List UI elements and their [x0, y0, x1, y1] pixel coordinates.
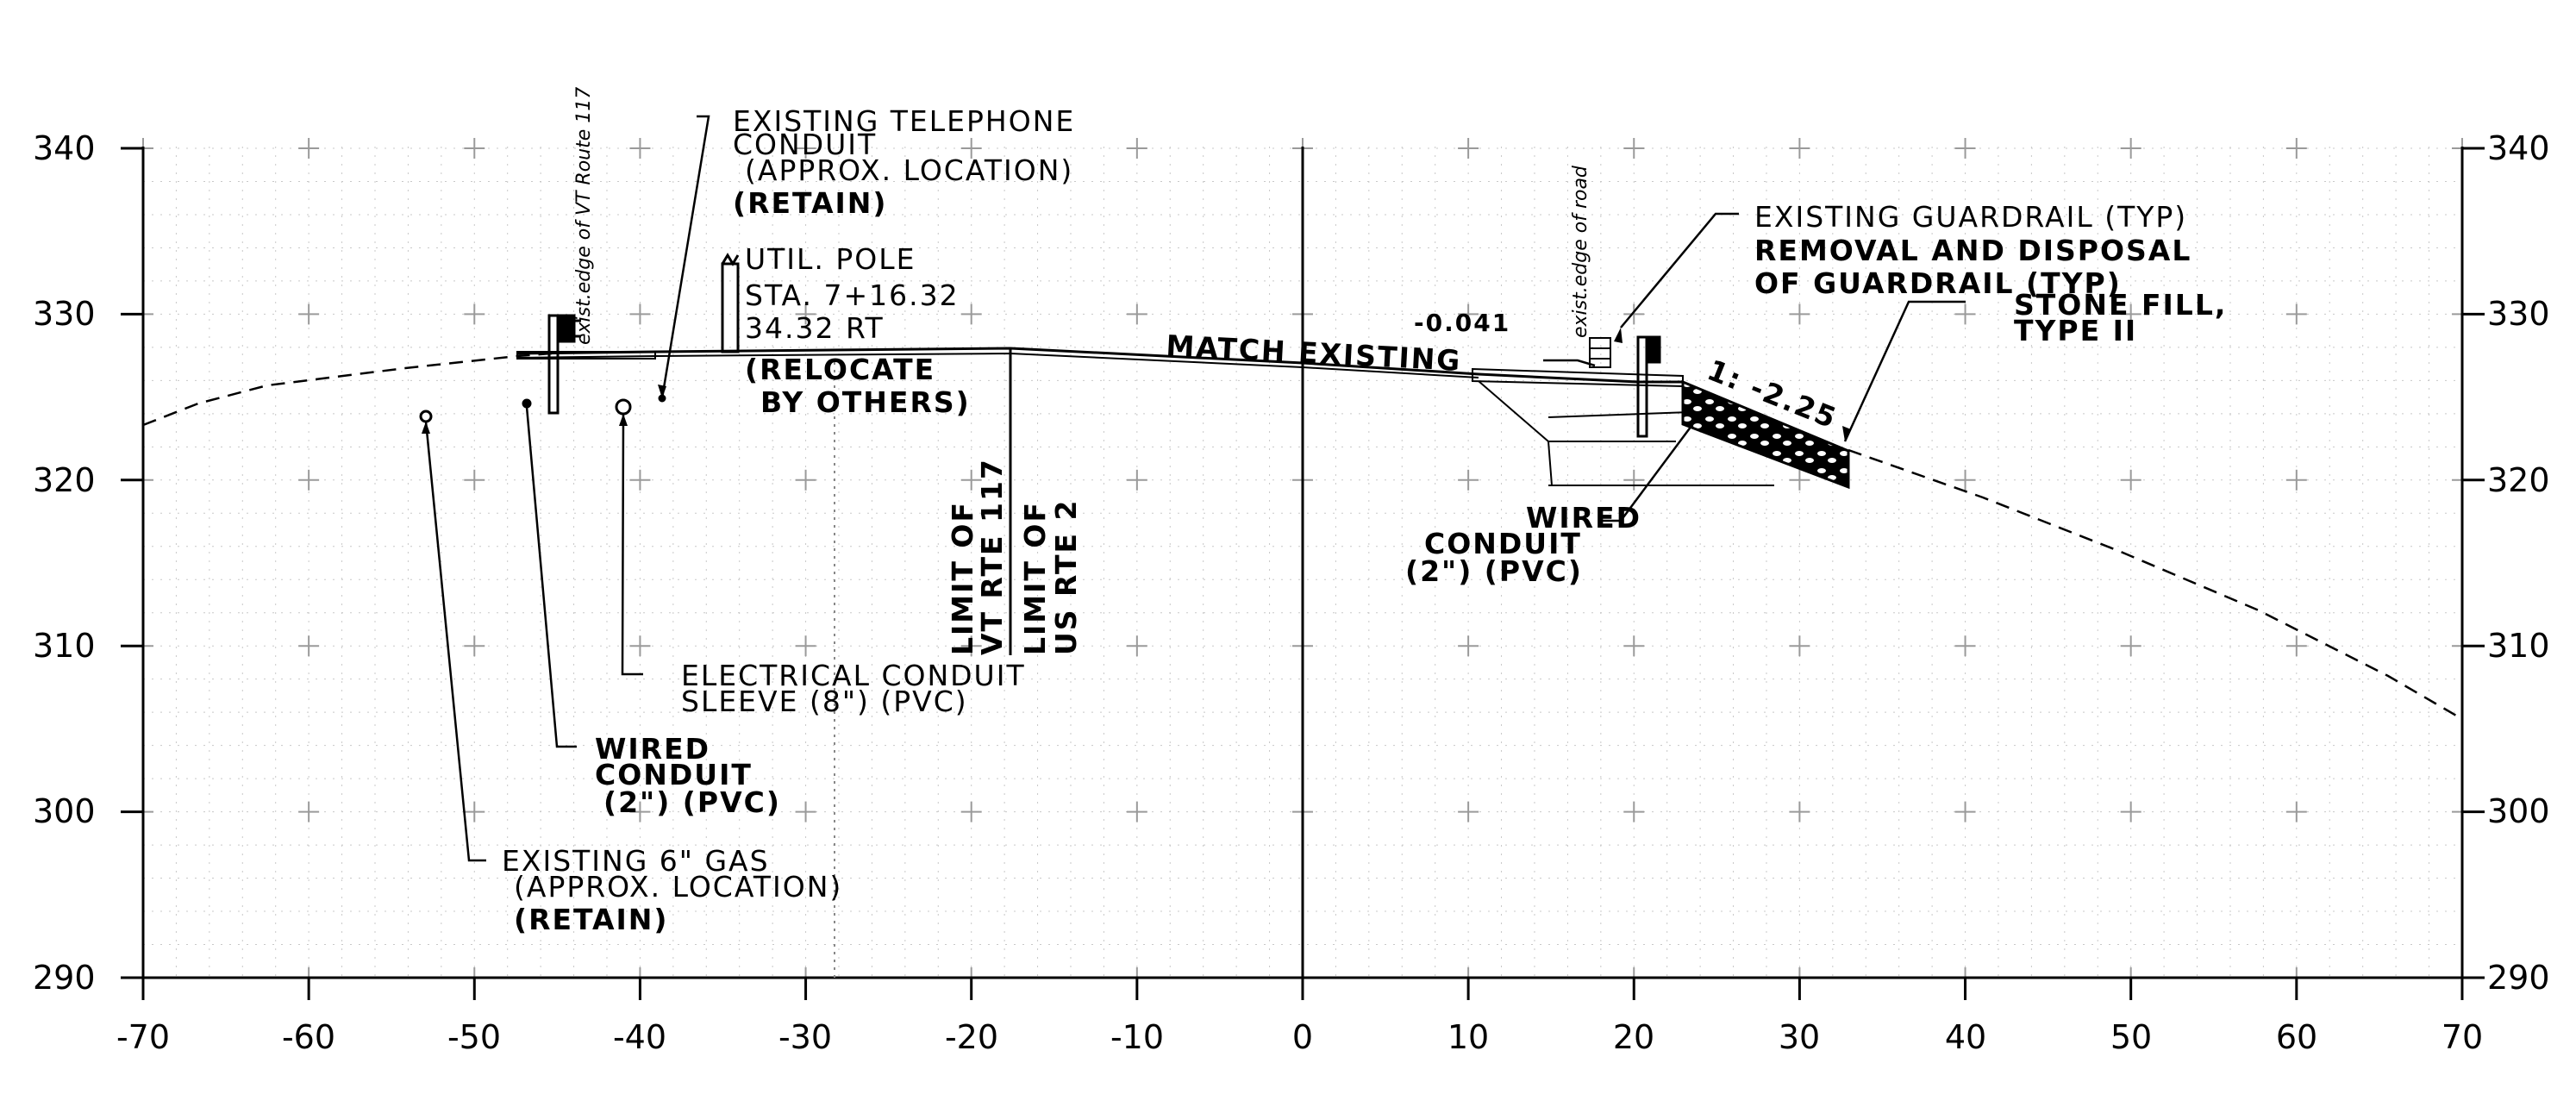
road-edge-note: exist.edge of road [1570, 165, 1591, 338]
x-axis: -70 -60 -50 -40 -30 -20 -10 0 10 20 30 4… [116, 1018, 2483, 1056]
svg-text:US RTE 2: US RTE 2 [1049, 499, 1083, 655]
callout-gas: EXISTING 6" GAS (APPROX. LOCATION) (RETA… [502, 844, 842, 936]
minor-grid [142, 147, 2463, 979]
x-tick: 50 [2110, 1018, 2152, 1056]
svg-text:(RETAIN): (RETAIN) [733, 186, 888, 220]
x-tick: -50 [447, 1018, 501, 1056]
y-tick-left: 290 [33, 959, 96, 997]
svg-text:STONE FILL,: STONE FILL, [2014, 288, 2227, 322]
x-tick: 60 [2276, 1018, 2317, 1056]
y-tick-right: 310 [2487, 627, 2550, 665]
x-tick: -60 [282, 1018, 335, 1056]
svg-text:LIMIT OF: LIMIT OF [946, 501, 979, 655]
svg-text:TYPE II: TYPE II [2014, 314, 2137, 347]
y-axis-left: 290 300 310 320 330 340 [33, 129, 96, 997]
conduits [419, 394, 666, 423]
stone-fill [1681, 379, 1850, 490]
vt-route-edge-note: exist.edge of VT Route 117 [573, 87, 595, 345]
callout-telephone: EXISTING TELEPHONE CONDUIT (APPROX. LOCA… [733, 104, 1075, 220]
x-tick: -70 [116, 1018, 170, 1056]
svg-text:(2") (PVC): (2") (PVC) [1405, 554, 1583, 588]
y-tick-right: 290 [2487, 959, 2550, 997]
x-tick: -30 [778, 1018, 832, 1056]
y-tick-right: 300 [2487, 792, 2550, 830]
x-tick: 10 [1447, 1018, 1489, 1056]
existing-ground-right [1848, 448, 2463, 721]
callout-wired-left: WIRED CONDUIT (2") (PVC) [595, 732, 781, 819]
svg-text:WIRED: WIRED [595, 732, 710, 766]
svg-text:ELECTRICAL CONDUIT: ELECTRICAL CONDUIT [681, 659, 1026, 692]
callout-electrical: ELECTRICAL CONDUIT SLEEVE (8") (PVC) [681, 659, 1026, 718]
leader-lines [424, 115, 1966, 862]
y-tick-left: 330 [33, 295, 96, 333]
svg-text:CONDUIT: CONDUIT [595, 758, 753, 791]
x-tick: -10 [1110, 1018, 1164, 1056]
y-axis-right: 290 300 310 320 330 340 [2487, 129, 2550, 997]
leader-arrows [422, 328, 1851, 441]
y-tick-left: 300 [33, 792, 96, 830]
svg-text:EXISTING 6" GAS: EXISTING 6" GAS [502, 844, 770, 878]
y-tick-right: 330 [2487, 295, 2550, 333]
y-tick-right: 320 [2487, 461, 2550, 499]
y-tick-left: 310 [33, 627, 96, 665]
svg-text:(2") (PVC): (2") (PVC) [603, 785, 781, 819]
svg-text:VT RTE 117: VT RTE 117 [975, 458, 1009, 655]
svg-text:EXISTING GUARDRAIL (TYP): EXISTING GUARDRAIL (TYP) [1754, 200, 2187, 234]
svg-text:UTIL. POLE: UTIL. POLE [745, 242, 916, 276]
svg-text:OF GUARDRAIL (TYP): OF GUARDRAIL (TYP) [1754, 266, 2122, 300]
x-tick: 70 [2442, 1018, 2483, 1056]
svg-text:BY OTHERS): BY OTHERS) [760, 385, 971, 419]
y-tick-left: 320 [33, 461, 96, 499]
callout-guardrail: EXISTING GUARDRAIL (TYP) REMOVAL AND DIS… [1754, 200, 2191, 300]
tick-marks [121, 147, 2485, 1000]
svg-text:(APPROX. LOCATION): (APPROX. LOCATION) [514, 870, 842, 904]
proposed-surface [516, 347, 1683, 384]
y-tick-right: 340 [2487, 129, 2550, 167]
svg-text:SLEEVE (8") (PVC): SLEEVE (8") (PVC) [681, 685, 968, 718]
svg-text:EXISTING TELEPHONE: EXISTING TELEPHONE [733, 104, 1075, 138]
x-tick: 0 [1292, 1018, 1313, 1056]
svg-text:REMOVAL AND DISPOSAL: REMOVAL AND DISPOSAL [1754, 234, 2191, 267]
x-tick: -40 [613, 1018, 666, 1056]
x-tick: 20 [1613, 1018, 1654, 1056]
guardrail-post-left [547, 314, 581, 415]
ditch-bottom [1547, 441, 1774, 486]
svg-text:WIRED: WIRED [1526, 501, 1641, 535]
svg-text:(RELOCATE: (RELOCATE [745, 353, 935, 386]
callout-wired-right: WIRED CONDUIT (2") (PVC) [1405, 501, 1641, 588]
x-tick: -20 [945, 1018, 998, 1056]
callout-util-pole: UTIL. POLE STA. 7+16.32 34.32 RT (RELOCA… [745, 242, 971, 419]
svg-text:CONDUIT: CONDUIT [1424, 527, 1582, 560]
svg-text:(RETAIN): (RETAIN) [514, 903, 669, 936]
existing-ground-left [142, 352, 553, 427]
limit-labels: LIMIT OF VT RTE 117 LIMIT OF US RTE 2 [946, 458, 1083, 655]
y-tick-left: 340 [33, 129, 96, 167]
svg-text:34.32 RT: 34.32 RT [745, 311, 885, 345]
slope-label-left: -0.041 [1414, 309, 1510, 337]
svg-text:(APPROX. LOCATION): (APPROX. LOCATION) [745, 153, 1073, 187]
callout-stone-fill: STONE FILL, TYPE II [2014, 288, 2227, 347]
svg-text:STA. 7+16.32: STA. 7+16.32 [745, 278, 960, 312]
x-tick: 30 [1779, 1018, 1820, 1056]
x-tick: 40 [1945, 1018, 1986, 1056]
utility-pole [721, 253, 740, 353]
svg-text:CONDUIT: CONDUIT [733, 128, 877, 161]
svg-text:LIMIT OF: LIMIT OF [1018, 501, 1052, 655]
